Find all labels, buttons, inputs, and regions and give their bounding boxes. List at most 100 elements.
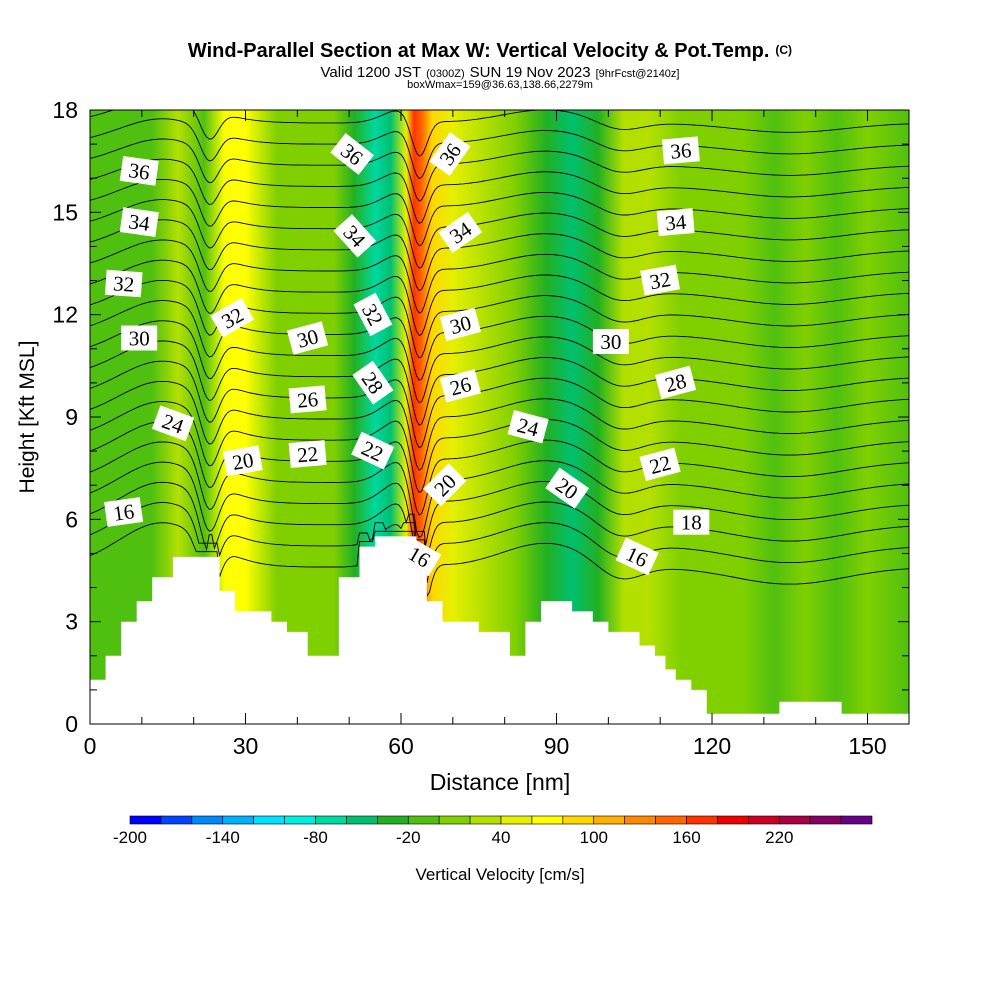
isentrope-line bbox=[90, 320, 909, 404]
isentrope-label: 22 bbox=[288, 439, 327, 469]
isentrope-label-text: 30 bbox=[129, 327, 150, 351]
isentrope-label-text: 22 bbox=[296, 442, 319, 468]
isentrope-label-text: 36 bbox=[127, 158, 151, 185]
isentrope-label: 30 bbox=[592, 329, 629, 354]
isentrope-line bbox=[90, 239, 909, 314]
isentrope-line bbox=[90, 522, 909, 598]
colorbar-tick-label: 40 bbox=[492, 828, 511, 847]
x-tick-label: 150 bbox=[848, 733, 886, 759]
isentrope-label-box bbox=[656, 208, 695, 237]
isentrope-label-text: 26 bbox=[296, 387, 319, 413]
x-axis-label: Distance [nm] bbox=[430, 769, 571, 795]
isentrope-label: 28 bbox=[654, 365, 697, 400]
isentrope-label-box bbox=[397, 536, 442, 577]
colorbar-swatch bbox=[407, 815, 440, 825]
isentrope-label-box bbox=[507, 409, 549, 444]
isentrope-label: 18 bbox=[673, 509, 710, 535]
isentrope-label-box bbox=[592, 329, 629, 354]
isentrope-label: 28 bbox=[352, 360, 394, 405]
isentrope-label-text: 36 bbox=[669, 138, 692, 164]
isentrope-label: 32 bbox=[640, 264, 681, 296]
isentrope-label: 32 bbox=[104, 269, 143, 298]
colorbar-swatch bbox=[500, 815, 533, 825]
isentrope-label-box bbox=[286, 321, 329, 355]
colorbar-swatch bbox=[160, 815, 193, 825]
isentrope-label-box bbox=[330, 132, 374, 175]
isentrope-line bbox=[90, 461, 909, 561]
y-tick-label: 6 bbox=[65, 506, 78, 532]
isentrope-label-box bbox=[121, 325, 158, 351]
isentrope-label-box bbox=[654, 365, 697, 400]
isentrope-label-box bbox=[151, 405, 195, 442]
isentrope-line bbox=[90, 158, 909, 224]
y-tick-label: 15 bbox=[52, 199, 78, 225]
colorbar-tick-label: -20 bbox=[396, 828, 421, 847]
isentrope-label: 20 bbox=[222, 445, 263, 477]
isentrope-label-box bbox=[438, 211, 483, 253]
colorbar-swatch bbox=[222, 815, 254, 825]
isentrope-label: 26 bbox=[288, 385, 327, 414]
isentrope-label-text: 16 bbox=[112, 499, 136, 526]
isentrope-label-text: 34 bbox=[664, 210, 688, 236]
isentrope-label-box bbox=[439, 369, 482, 403]
y-tick-label: 0 bbox=[65, 711, 78, 737]
isentrope-label-box bbox=[639, 447, 681, 482]
colorbar-tick-label: 220 bbox=[765, 828, 793, 847]
colorbar-tick-label: 100 bbox=[580, 828, 608, 847]
isentrope-line bbox=[90, 138, 909, 202]
isentrope-label-box bbox=[333, 214, 377, 258]
colorbar-swatch bbox=[593, 815, 625, 825]
isentrope-label: 34 bbox=[119, 207, 159, 237]
isentrope-label-box bbox=[429, 132, 471, 176]
colorbar-swatch bbox=[315, 815, 347, 825]
chart-subtitle-box: boxWmax=159@36.63,138.66,2279m bbox=[407, 79, 593, 91]
isentrope-line bbox=[90, 340, 909, 426]
isentrope-label-box bbox=[288, 385, 327, 414]
colorbar-label: Vertical Velocity [cm/s] bbox=[415, 865, 584, 884]
isentrope-line bbox=[90, 110, 909, 157]
isentrope-line bbox=[90, 481, 909, 561]
isentrope-label-text: 20 bbox=[230, 448, 255, 475]
colorbar-swatch bbox=[438, 815, 471, 825]
x-tick-label: 30 bbox=[233, 733, 259, 759]
colorbar-tick-label: -80 bbox=[303, 828, 328, 847]
terrain bbox=[90, 536, 909, 724]
isentrope-label-box bbox=[615, 537, 659, 576]
isentrope-label-text: 32 bbox=[648, 267, 673, 294]
colorbar-swatch bbox=[748, 815, 780, 825]
isentrope-label-box bbox=[222, 445, 263, 477]
isentrope-label-text: 30 bbox=[600, 330, 621, 354]
isentrope-label-text: 18 bbox=[681, 511, 702, 535]
isentrope-label-box bbox=[104, 269, 143, 298]
colorbar-swatch bbox=[840, 815, 873, 825]
isentrope-label: 30 bbox=[121, 325, 158, 351]
isentrope-line bbox=[90, 118, 909, 179]
isentrope-label: 16 bbox=[104, 497, 144, 527]
colorbar-swatch bbox=[346, 815, 378, 825]
colorbar-swatch bbox=[778, 815, 811, 825]
isentrope-line bbox=[90, 259, 909, 337]
colorbar-tick-label: -140 bbox=[206, 828, 240, 847]
colorbar-swatch bbox=[377, 815, 409, 825]
isentrope-label: 22 bbox=[639, 447, 681, 482]
isentrope-lines bbox=[90, 110, 909, 598]
chart-subtitle: Valid 1200 JST (0300Z) SUN 19 Nov 2023 [9hr… bbox=[321, 64, 680, 81]
isentrope-label-box bbox=[673, 509, 710, 535]
y-tick-label: 9 bbox=[65, 404, 78, 430]
isentrope-line bbox=[90, 219, 909, 292]
colorbar-tick-label: 160 bbox=[672, 828, 700, 847]
y-tick-label: 12 bbox=[52, 302, 78, 328]
y-axis-label: Height [Kft MSL] bbox=[16, 341, 39, 494]
plot-area: 3634323024163220302622363432282236343026… bbox=[90, 110, 909, 724]
x-axis: 0 30 60 90 120 150 bbox=[84, 110, 887, 759]
isentrope-label-box bbox=[661, 136, 700, 165]
isentrope-label-box bbox=[104, 497, 144, 527]
isentrope-label: 30 bbox=[439, 307, 482, 342]
isentrope-label: 36 bbox=[661, 136, 700, 165]
isentrope-line bbox=[90, 380, 909, 471]
x-tick-label: 90 bbox=[544, 733, 570, 759]
colorbar-swatch bbox=[809, 815, 842, 825]
isentrope-label: 30 bbox=[286, 321, 329, 355]
y-tick-label: 18 bbox=[52, 97, 78, 123]
chart-title: Wind-Parallel Section at Max W: Vertical… bbox=[188, 40, 792, 62]
